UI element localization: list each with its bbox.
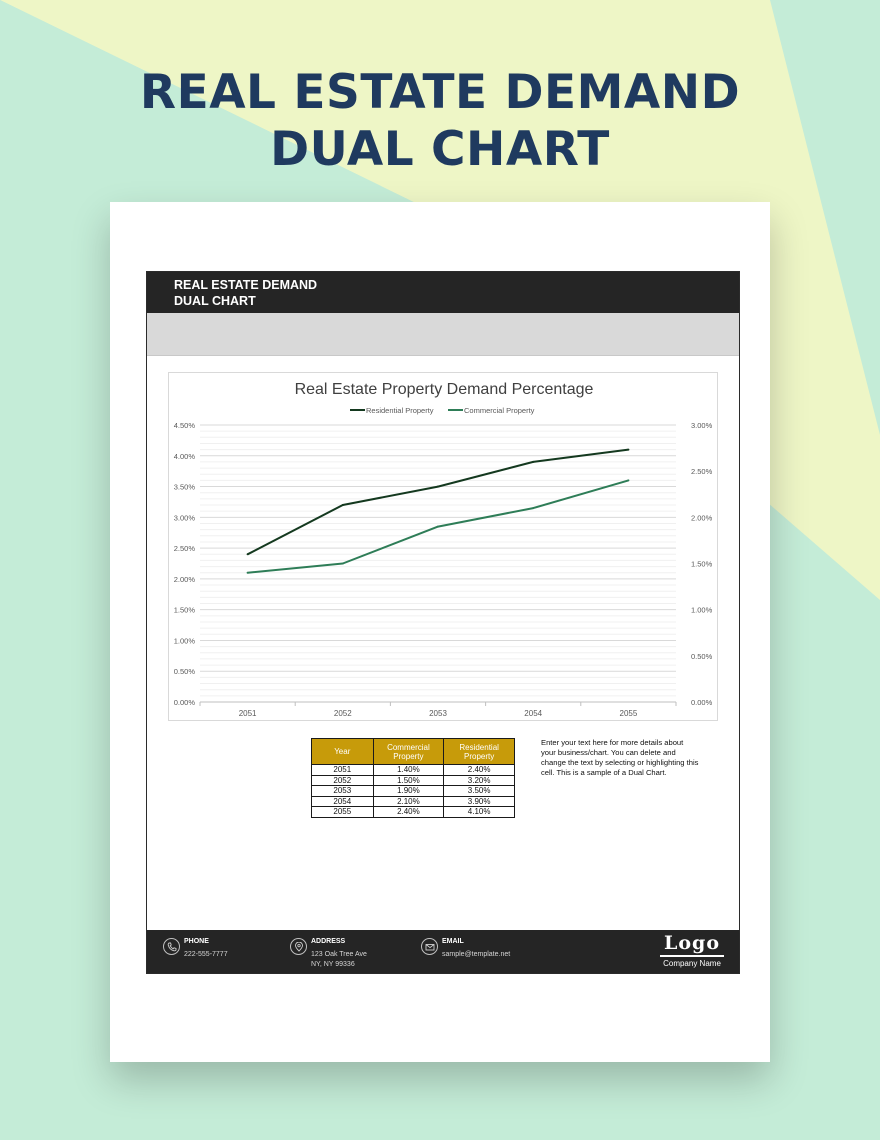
table-row: 2055 2.40% 4.10%	[311, 806, 515, 818]
phone-value[interactable]: 222-555-7777	[184, 951, 228, 958]
address-line2: NY, NY 99336	[311, 961, 355, 968]
table-row: 2053 1.90% 3.50%	[311, 785, 515, 797]
address-icon	[290, 938, 307, 955]
x-tick-label: 2054	[524, 709, 542, 718]
table-header-commercial: Commercial Property	[372, 738, 445, 765]
table-cell[interactable]: 2.40%	[372, 806, 445, 818]
sheet-header-line2: DUAL CHART	[174, 294, 256, 308]
email-value[interactable]: sample@template.net	[442, 951, 511, 958]
table-cell[interactable]: 3.50%	[443, 785, 515, 797]
company-name: Company Name	[663, 959, 721, 968]
y-left-tick-label: 2.50%	[174, 544, 196, 553]
table-cell[interactable]: 3.90%	[443, 795, 515, 807]
data-point	[627, 479, 630, 482]
table-cell[interactable]: 2053	[311, 785, 374, 797]
table-cell[interactable]: 2.10%	[372, 795, 445, 807]
data-point	[246, 571, 249, 574]
table-cell[interactable]: 1.40%	[372, 764, 445, 776]
series-line	[247, 448, 629, 556]
table-cell[interactable]: 2051	[311, 764, 374, 776]
chart-container[interactable]: 0.00% 0.50% 1.00% 1.50% 2.00% 2.50% 3.00% 3.50%…	[168, 372, 718, 721]
y-left-tick-label: 2.00%	[174, 575, 196, 584]
y-right-tick-label: 3.00%	[691, 421, 713, 430]
data-point	[532, 507, 535, 510]
table-cell[interactable]: 2054	[311, 795, 374, 807]
x-tick-label: 2052	[334, 709, 352, 718]
table-row: 2052 1.50% 3.20%	[311, 774, 515, 786]
y-left-tick-label: 4.50%	[174, 421, 196, 430]
table-cell[interactable]: 1.90%	[372, 785, 445, 797]
table-header-year: Year	[311, 738, 374, 765]
email-label: EMAIL	[442, 938, 464, 945]
sheet-header: REAL ESTATE DEMAND DUAL CHART	[147, 272, 739, 313]
data-point	[246, 553, 249, 556]
table-cell[interactable]: 3.20%	[443, 774, 515, 786]
y-right-tick-label: 1.50%	[691, 560, 713, 569]
y-left-tick-label: 4.00%	[174, 452, 196, 461]
x-tick-label: 2053	[429, 709, 447, 718]
table-row: 2051 1.40% 2.40%	[311, 764, 515, 776]
sheet-footer: PHONE 222-555-7777 ADDRESS 123 Oak Tree …	[147, 930, 739, 973]
phone-label: PHONE	[184, 938, 209, 945]
table-cell[interactable]: 2052	[311, 774, 374, 786]
gray-band	[147, 313, 739, 356]
data-point	[341, 562, 344, 565]
phone-icon	[163, 938, 180, 955]
chart-title: Real Estate Property Demand Percentage	[295, 381, 594, 398]
data-point	[627, 448, 630, 451]
x-tick-label: 2051	[239, 709, 257, 718]
table-cell[interactable]: 1.50%	[372, 774, 445, 786]
address-line1: 123 Oak Tree Ave	[311, 951, 367, 958]
y-left-tick-label: 1.00%	[174, 636, 196, 645]
page-title: REAL ESTATE DEMAND DUAL CHART	[0, 64, 880, 178]
table-header-row: Year Commercial Property Residential Pro…	[311, 738, 515, 765]
dual-line-chart: 0.00% 0.50% 1.00% 1.50% 2.00% 2.50% 3.00% 3.50%…	[174, 381, 713, 718]
page-title-line1: REAL ESTATE DEMAND	[139, 65, 741, 120]
data-point	[437, 485, 439, 488]
y-right-tick-label: 1.00%	[691, 606, 713, 615]
data-point	[532, 460, 535, 463]
table-cell[interactable]: 2055	[311, 806, 374, 818]
document-sheet: REAL ESTATE DEMAND DUAL CHART 0.00% 0.50%…	[110, 202, 770, 1062]
y-right-tick-label: 2.50%	[691, 467, 713, 476]
data-table: Year Commercial Property Residential Pro…	[311, 738, 515, 818]
y-right-tick-label: 0.50%	[691, 652, 713, 661]
table-row: 2054 2.10% 3.90%	[311, 795, 515, 807]
y-left-tick-label: 0.00%	[174, 698, 196, 707]
description-note[interactable]: Enter your text here for more details ab…	[541, 738, 699, 777]
x-tick-label: 2055	[620, 709, 638, 718]
table-cell[interactable]: 2.40%	[443, 764, 515, 776]
y-left-tick-label: 1.50%	[174, 606, 196, 615]
template-frame: REAL ESTATE DEMAND DUAL CHART 0.00% 0.50%…	[146, 271, 740, 974]
page-title-line2: DUAL CHART	[270, 122, 610, 177]
y-right-tick-label: 0.00%	[691, 698, 713, 707]
y-left-tick-label: 0.50%	[174, 667, 196, 676]
y-left-tick-label: 3.50%	[174, 483, 196, 492]
legend-label: Residential Property	[366, 406, 434, 415]
y-right-tick-label: 2.00%	[691, 513, 713, 522]
data-point	[437, 525, 439, 528]
table-header-residential: Residential Property	[443, 738, 515, 765]
address-label: ADDRESS	[311, 938, 346, 945]
address-value[interactable]: 123 Oak Tree Ave NY, NY 99336	[311, 950, 367, 970]
data-point	[341, 504, 344, 507]
sheet-header-line1: REAL ESTATE DEMAND	[174, 278, 318, 292]
email-icon	[421, 938, 438, 955]
y-left-tick-label: 3.00%	[174, 513, 196, 522]
table-cell[interactable]: 4.10%	[443, 806, 515, 818]
logo-wordmark: Logo	[664, 932, 720, 954]
legend-label: Commercial Property	[464, 406, 535, 415]
company-logo: Logo Company Name	[657, 932, 727, 969]
logo-divider	[660, 955, 724, 957]
